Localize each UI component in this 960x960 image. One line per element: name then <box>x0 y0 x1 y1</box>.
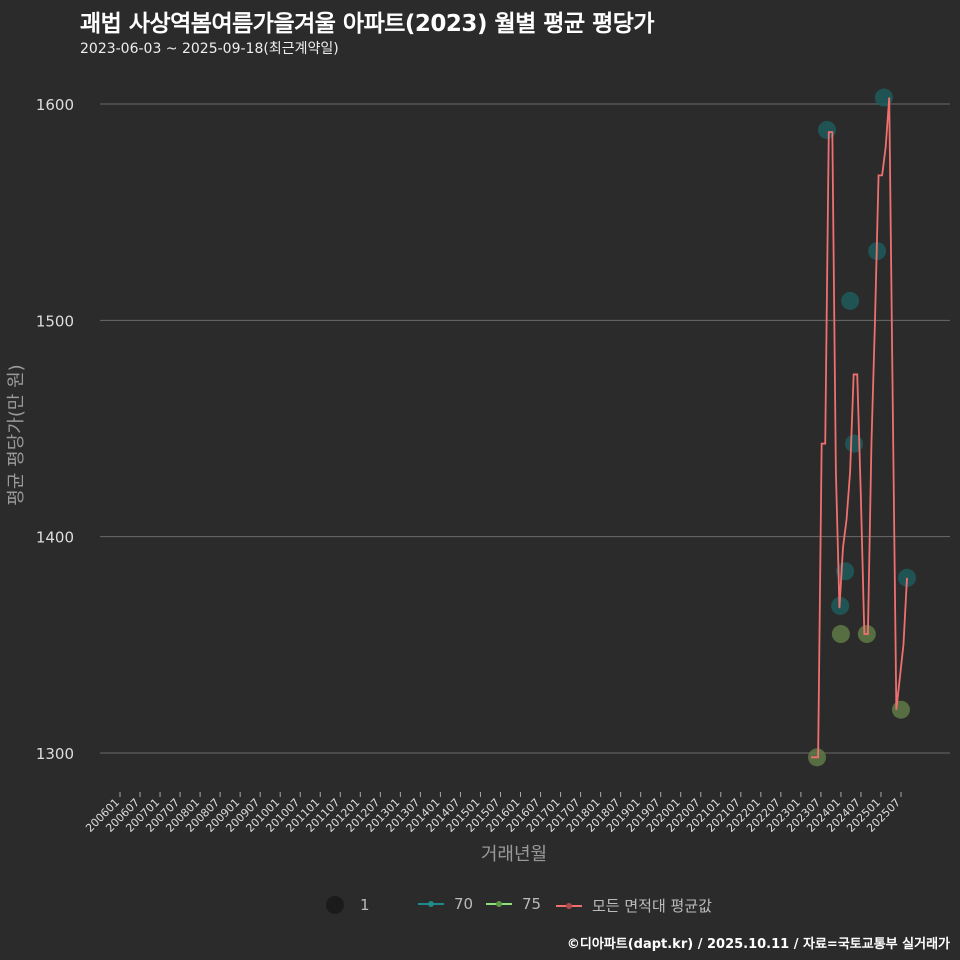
x-axis-label: 거래년월 <box>481 844 547 865</box>
data-point-70 <box>841 291 860 310</box>
footer-credit: ©디아파트(dapt.kr) / 2025.10.11 / 자료=국토교통부 실… <box>566 937 950 952</box>
legend-item-mean: 모든 면적대 평균값 <box>556 895 712 916</box>
y-tick-label: 1300 <box>36 745 74 763</box>
legend-label-75: 75 <box>522 895 542 913</box>
chart-title: 괘법 사상역봄여름가을겨울 아파트(2023) 월별 평균 평당가 <box>80 11 655 37</box>
legend-symbol-70 <box>418 901 444 907</box>
y-axis-label: 평균 평당가(만 원) <box>6 364 27 505</box>
y-tick-label: 1500 <box>36 312 74 330</box>
data-point-75 <box>831 625 850 644</box>
legend-symbol-mean <box>556 902 582 909</box>
legend-label-70: 70 <box>454 895 474 913</box>
data-point-75 <box>891 700 910 719</box>
legend-symbol-75 <box>486 901 512 907</box>
legend-size-label: 1 <box>360 896 370 914</box>
legend-item-70: 70 <box>418 895 473 913</box>
legend-size-symbol <box>326 896 344 914</box>
mean-price-line <box>811 97 908 759</box>
legend-item-75: 75 <box>486 895 541 913</box>
legend-label-mean: 모든 면적대 평균값 <box>592 897 712 915</box>
chart-subtitle: 2023-06-03 ~ 2025-09-18(최근계약일) <box>80 41 339 57</box>
legend-size: 1 <box>325 895 370 915</box>
y-tick-label: 1600 <box>36 96 74 114</box>
y-tick-label: 1400 <box>36 529 74 547</box>
data-point-70 <box>818 120 836 139</box>
